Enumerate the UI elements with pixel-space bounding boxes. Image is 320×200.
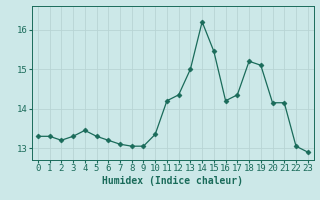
X-axis label: Humidex (Indice chaleur): Humidex (Indice chaleur) <box>102 176 243 186</box>
